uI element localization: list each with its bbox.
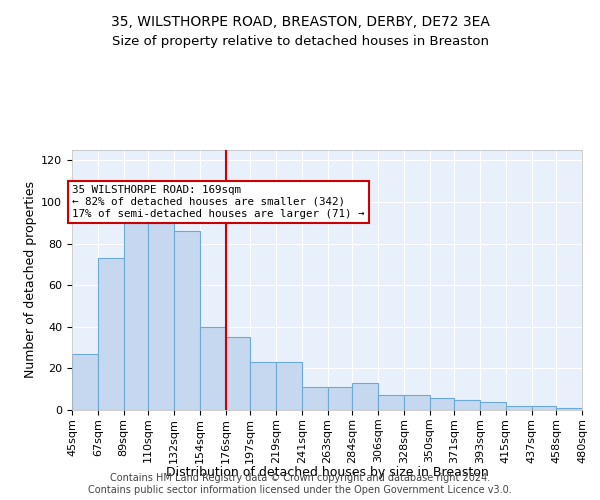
Bar <box>454 400 480 410</box>
Bar <box>174 231 200 410</box>
X-axis label: Distribution of detached houses by size in Breaston: Distribution of detached houses by size … <box>166 466 488 478</box>
Bar <box>98 258 124 410</box>
Bar <box>302 387 328 410</box>
Bar <box>352 383 378 410</box>
Bar <box>148 223 174 410</box>
Text: Contains HM Land Registry data © Crown copyright and database right 2024.
Contai: Contains HM Land Registry data © Crown c… <box>88 474 512 495</box>
Bar <box>226 337 250 410</box>
Bar <box>200 327 226 410</box>
Bar <box>480 402 506 410</box>
Bar <box>276 362 302 410</box>
Bar <box>430 398 454 410</box>
Bar <box>404 396 430 410</box>
Bar <box>506 406 532 410</box>
Text: Size of property relative to detached houses in Breaston: Size of property relative to detached ho… <box>112 35 488 48</box>
Bar <box>378 396 404 410</box>
Text: 35 WILSTHORPE ROAD: 169sqm
← 82% of detached houses are smaller (342)
17% of sem: 35 WILSTHORPE ROAD: 169sqm ← 82% of deta… <box>72 186 365 218</box>
Bar <box>72 354 98 410</box>
Text: 35, WILSTHORPE ROAD, BREASTON, DERBY, DE72 3EA: 35, WILSTHORPE ROAD, BREASTON, DERBY, DE… <box>110 15 490 29</box>
Bar <box>556 408 582 410</box>
Bar <box>124 223 148 410</box>
Bar <box>532 406 556 410</box>
Y-axis label: Number of detached properties: Number of detached properties <box>24 182 37 378</box>
Bar <box>328 387 352 410</box>
Bar <box>250 362 276 410</box>
